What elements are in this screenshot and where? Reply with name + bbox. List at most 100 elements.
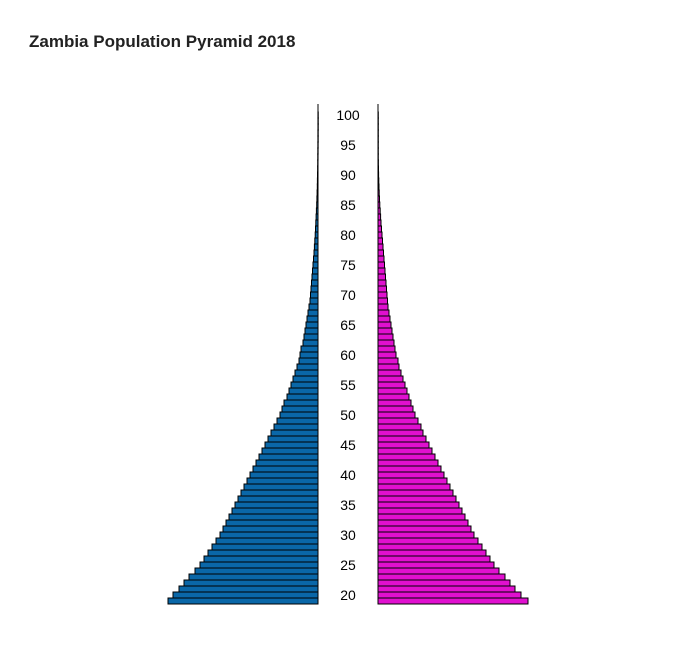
female-bar-age-61 (377, 345, 396, 353)
female-bar-age-70 (377, 291, 388, 299)
female-bar-age-19 (377, 597, 529, 605)
female-bar-age-74 (377, 267, 386, 275)
male-bar-age-68 (308, 303, 319, 311)
male-bar-age-22 (183, 579, 319, 587)
female-bar-age-30 (377, 531, 475, 539)
female-bar-age-68 (377, 303, 389, 311)
female-bar-age-67 (377, 309, 390, 317)
female-bar-age-62 (377, 339, 395, 347)
male-bar-age-62 (302, 339, 319, 347)
male-bar-age-46 (267, 435, 319, 443)
male-bar-age-42 (255, 459, 319, 467)
female-bar-age-56 (377, 375, 404, 383)
age-tick-label: 25 (340, 557, 356, 573)
female-bar-age-60 (377, 351, 397, 359)
female-bar-age-52 (377, 399, 412, 407)
female-bar-age-48 (377, 423, 422, 431)
female-bar-age-64 (377, 327, 393, 335)
male-bar-age-41 (252, 465, 319, 473)
male-bar-age-54 (288, 387, 319, 395)
female-bar-age-78 (377, 243, 384, 251)
chart-title: Zambia Population Pyramid 2018 (29, 32, 296, 51)
female-bar-age-55 (377, 381, 406, 389)
female-bar-age-43 (377, 453, 436, 461)
male-bar-age-45 (264, 441, 319, 449)
male-bar-age-48 (273, 423, 319, 431)
male-bar-age-49 (276, 417, 319, 425)
male-bar-age-56 (292, 375, 319, 383)
male-bar-age-51 (281, 405, 319, 413)
age-tick-label: 55 (340, 377, 356, 393)
female-bar-age-81 (377, 225, 382, 233)
female-bar-age-66 (377, 315, 391, 323)
male-bar-age-47 (270, 429, 319, 437)
female-bar-age-21 (377, 585, 516, 593)
male-bar-age-19 (167, 597, 319, 605)
male-bar-age-55 (290, 381, 319, 389)
age-tick-label: 100 (336, 107, 360, 123)
female-bar-age-75 (377, 261, 385, 269)
female-bar-age-29 (377, 537, 479, 545)
age-tick-label: 65 (340, 317, 356, 333)
male-bar-age-28 (211, 543, 319, 551)
female-bar-age-24 (377, 567, 500, 575)
female-bar-age-51 (377, 405, 414, 413)
male-bar-age-63 (303, 333, 319, 341)
age-tick-label: 70 (340, 287, 356, 303)
age-tick-label: 80 (340, 227, 356, 243)
male-bar-age-57 (294, 369, 319, 377)
female-bar-age-54 (377, 387, 408, 395)
female-bar-age-57 (377, 369, 402, 377)
female-bar-age-23 (377, 573, 506, 581)
male-bar-age-37 (240, 489, 319, 497)
male-bar-age-38 (243, 483, 319, 491)
male-bar-age-20 (172, 591, 319, 599)
age-tick-label: 60 (340, 347, 356, 363)
age-axis-labels: 20 25 30 35 40 45 50 55 60 65 70 75 80 85 90 95 100 (336, 107, 360, 603)
male-bar-age-35 (234, 501, 319, 509)
male-bar-age-31 (222, 525, 319, 533)
female-bar-age-71 (377, 285, 387, 293)
female-bar-age-35 (377, 501, 460, 509)
female-bar-age-50 (377, 411, 416, 419)
male-bar-age-44 (261, 447, 319, 455)
male-bar-age-60 (299, 351, 319, 359)
male-bar-age-74 (312, 267, 319, 275)
age-tick-label: 40 (340, 467, 356, 483)
male-bar-age-70 (310, 291, 319, 299)
female-bar-age-20 (377, 591, 522, 599)
male-bar-age-36 (237, 495, 319, 503)
female-bar-age-80 (377, 231, 383, 239)
male-bar-age-61 (300, 345, 319, 353)
male-bar-age-50 (279, 411, 319, 419)
age-tick-label: 30 (340, 527, 356, 543)
female-bar-age-26 (377, 555, 491, 563)
male-bar-age-33 (228, 513, 319, 521)
female-bar-age-39 (377, 477, 448, 485)
female-bar-age-77 (377, 249, 384, 257)
female-bar-age-53 (377, 393, 410, 401)
female-bar-age-40 (377, 471, 445, 479)
female-bar-age-72 (377, 279, 387, 287)
male-bars (167, 104, 319, 605)
male-bar-age-58 (296, 363, 319, 371)
female-bar-age-45 (377, 441, 430, 449)
age-tick-label: 45 (340, 437, 356, 453)
age-tick-label: 35 (340, 497, 356, 513)
female-bar-age-42 (377, 459, 439, 467)
female-bar-age-28 (377, 543, 483, 551)
female-bar-age-41 (377, 465, 442, 473)
male-bar-age-69 (309, 297, 319, 305)
male-bar-age-52 (283, 399, 319, 407)
female-bar-age-34 (377, 507, 463, 515)
male-bar-age-40 (249, 471, 319, 479)
male-bar-age-75 (312, 261, 319, 269)
male-bar-age-66 (306, 315, 319, 323)
male-bar-age-78 (313, 243, 319, 251)
female-bar-age-76 (377, 255, 385, 263)
male-bar-age-24 (194, 567, 319, 575)
age-tick-label: 20 (340, 587, 356, 603)
male-bar-age-59 (298, 357, 319, 365)
female-bar-age-59 (377, 357, 399, 365)
